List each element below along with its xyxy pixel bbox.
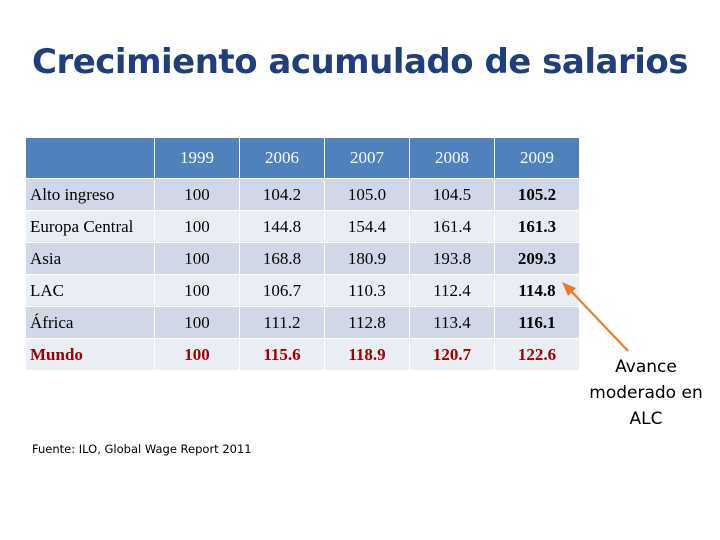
- table-header-row: 1999 2006 2007 2008 2009: [26, 138, 579, 179]
- table-cell: 193.8: [409, 242, 495, 275]
- table-row: LAC 100 106.7 110.3 112.4 114.8: [26, 274, 579, 307]
- table-row: Europa Central 100 144.8 154.4 161.4 161…: [26, 210, 579, 243]
- region-label: Alto ingreso: [26, 178, 155, 211]
- table-cell: 180.9: [324, 242, 410, 275]
- region-label: Mundo: [26, 338, 155, 370]
- table-cell: 104.2: [239, 178, 325, 211]
- table-cell: 105.0: [324, 178, 410, 211]
- table-cell: 161.4: [409, 210, 495, 243]
- table-cell: 118.9: [324, 338, 410, 370]
- table-row: África 100 111.2 112.8 113.4 116.1: [26, 306, 579, 339]
- year-header: 2006: [239, 138, 325, 179]
- table-row-total: Mundo 100 115.6 118.9 120.7 122.6: [26, 338, 579, 370]
- table-row: Alto ingreso 100 104.2 105.0 104.5 105.2: [26, 178, 579, 211]
- table-cell: 122.6: [494, 338, 579, 370]
- table-cell: 113.4: [409, 306, 495, 339]
- table-cell: 161.3: [494, 210, 579, 243]
- year-header: 2007: [324, 138, 410, 179]
- table-cell: 120.7: [409, 338, 495, 370]
- table-cell: 112.8: [324, 306, 410, 339]
- table-corner-cell: [26, 138, 155, 179]
- slide-title: Crecimiento acumulado de salarios: [32, 42, 688, 82]
- highlighted-cell: 114.8: [494, 274, 579, 307]
- table-cell: 110.3: [324, 274, 410, 307]
- table-cell: 168.8: [239, 242, 325, 275]
- table-cell: 100: [154, 178, 240, 211]
- table-cell: 104.5: [409, 178, 495, 211]
- table-cell: 115.6: [239, 338, 325, 370]
- table-cell: 144.8: [239, 210, 325, 243]
- region-label: LAC: [26, 274, 155, 307]
- table-cell: 106.7: [239, 274, 325, 307]
- table-cell: 100: [154, 242, 240, 275]
- table-cell: 209.3: [494, 242, 579, 275]
- table-cell: 105.2: [494, 178, 579, 211]
- table-cell: 100: [154, 306, 240, 339]
- table-cell: 116.1: [494, 306, 579, 339]
- table-cell: 154.4: [324, 210, 410, 243]
- source-note: Fuente: ILO, Global Wage Report 2011: [32, 442, 252, 456]
- year-header: 2009: [494, 138, 579, 179]
- table-cell: 100: [154, 210, 240, 243]
- table-cell: 111.2: [239, 306, 325, 339]
- year-header: 1999: [154, 138, 240, 179]
- region-label: Asia: [26, 242, 155, 275]
- region-label: Europa Central: [26, 210, 155, 243]
- callout-note: Avance moderado en ALC: [589, 357, 703, 429]
- table-cell: 100: [154, 338, 240, 370]
- table-row: Asia 100 168.8 180.9 193.8 209.3: [26, 242, 579, 275]
- year-header: 2008: [409, 138, 495, 179]
- table-cell: 100: [154, 274, 240, 307]
- wage-growth-table: 1999 2006 2007 2008 2009 Alto ingreso 10…: [26, 138, 579, 370]
- region-label: África: [26, 306, 155, 339]
- table-cell: 112.4: [409, 274, 495, 307]
